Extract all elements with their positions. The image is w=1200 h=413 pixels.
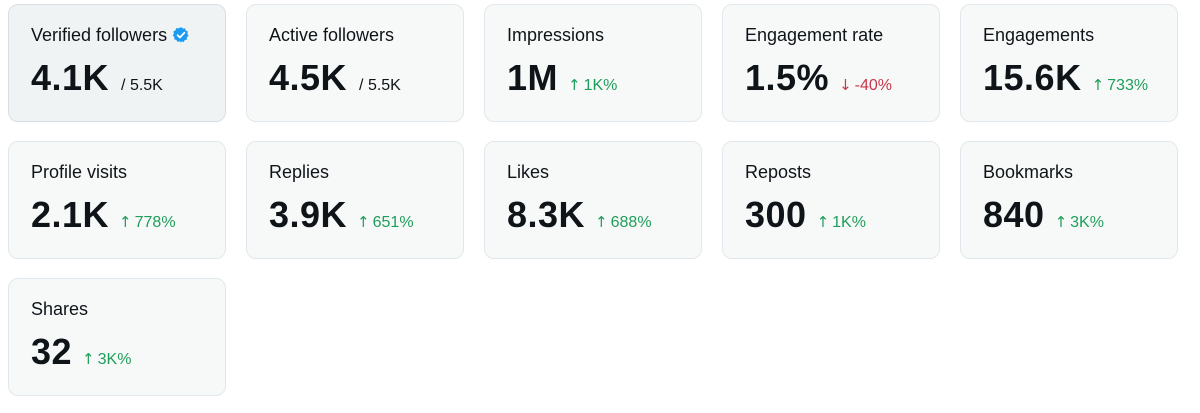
metric-title: Active followers bbox=[269, 24, 395, 45]
metric-value: 4.1K bbox=[31, 57, 110, 98]
arrow-up-icon: ↑ bbox=[1091, 76, 1105, 94]
metric-total: / 5.5K bbox=[359, 77, 401, 94]
metric-value-row: 15.6K ↑ 733% bbox=[983, 57, 1177, 99]
metric-value-row: 1M ↑ 1K% bbox=[507, 57, 701, 99]
metric-card-verified-followers[interactable]: Verified followers 4.1K / 5.5K bbox=[8, 4, 226, 122]
metric-title: Bookmarks bbox=[983, 161, 1074, 182]
metric-value: 840 bbox=[983, 194, 1045, 235]
metric-change-value: 651% bbox=[372, 214, 414, 231]
metric-title: Verified followers bbox=[31, 24, 168, 45]
metric-value-row: 300 ↑ 1K% bbox=[745, 194, 939, 236]
arrow-up-icon: ↑ bbox=[119, 213, 132, 231]
metric-card-title-row: Engagement rate bbox=[745, 23, 939, 47]
metric-card-reposts[interactable]: Reposts 300 ↑ 1K% bbox=[722, 141, 940, 259]
metric-total: / 5.5K bbox=[121, 77, 163, 94]
metric-value: 1.5% bbox=[745, 57, 830, 98]
metric-card-active-followers[interactable]: Active followers 4.5K / 5.5K bbox=[246, 4, 464, 122]
metric-value-row: 4.5K / 5.5K bbox=[269, 57, 463, 99]
metric-title: Replies bbox=[269, 161, 330, 182]
metric-value: 3.9K bbox=[269, 194, 348, 235]
metric-card-title-row: Shares bbox=[31, 297, 225, 321]
metric-change: ↑ 651% bbox=[357, 213, 414, 232]
metrics-grid: Verified followers 4.1K/ 5.5K Active follo… bbox=[8, 4, 1178, 396]
arrow-up-icon: ↑ bbox=[1054, 213, 1068, 231]
metric-value-row: 4.1K / 5.5K bbox=[31, 57, 225, 99]
metric-change: ↑ 3K% bbox=[1055, 213, 1104, 232]
metric-value: 15.6K bbox=[983, 57, 1082, 98]
metric-card-profile-visits[interactable]: Profile visits 2.1K ↑ 778% bbox=[8, 141, 226, 259]
metric-card-bookmarks[interactable]: Bookmarks 840 ↑ 3K% bbox=[960, 141, 1178, 259]
metric-title: Engagement rate bbox=[745, 24, 884, 45]
metric-card-title-row: Impressions bbox=[507, 23, 701, 47]
metric-value: 1M bbox=[507, 57, 559, 98]
metric-title: Shares bbox=[31, 298, 89, 319]
arrow-up-icon: ↑ bbox=[357, 213, 370, 231]
metric-card-title-row: Active followers bbox=[269, 23, 463, 47]
metric-value: 2.1K bbox=[31, 194, 110, 235]
metric-title: Reposts bbox=[745, 161, 812, 182]
metric-value: 32 bbox=[31, 331, 73, 372]
metric-card-title-row: Replies bbox=[269, 160, 463, 184]
metric-change-value: -40% bbox=[854, 77, 892, 94]
arrow-up-icon: ↑ bbox=[82, 350, 95, 368]
metric-change: ↑ 778% bbox=[119, 213, 176, 232]
metric-value-row: 3.9K ↑ 651% bbox=[269, 194, 463, 236]
arrow-up-icon: ↑ bbox=[595, 213, 608, 231]
arrow-up-icon: ↑ bbox=[816, 213, 830, 231]
metric-change: ↑ 3K% bbox=[82, 350, 131, 369]
metric-value-row: 840 ↑ 3K% bbox=[983, 194, 1177, 236]
metric-card-replies[interactable]: Replies 3.9K ↑ 651% bbox=[246, 141, 464, 259]
metric-change: ↓ -40% bbox=[839, 76, 892, 95]
metric-value: 8.3K bbox=[507, 194, 586, 235]
metric-change: ↑ 733% bbox=[1092, 76, 1149, 95]
metric-value: 4.5K bbox=[269, 57, 348, 98]
metric-change-value: 3K% bbox=[1070, 214, 1104, 231]
metric-card-impressions[interactable]: Impressions 1M ↑ 1K% bbox=[484, 4, 702, 122]
arrow-up-icon: ↑ bbox=[568, 76, 581, 94]
metric-change-value: 733% bbox=[1107, 77, 1149, 94]
verified-badge-icon bbox=[172, 26, 190, 44]
metric-change-value: 1K% bbox=[832, 214, 866, 231]
metric-card-title-row: Reposts bbox=[745, 160, 939, 184]
metric-change: ↑ 1K% bbox=[568, 76, 617, 95]
metric-card-title-row: Likes bbox=[507, 160, 701, 184]
metric-card-title-row: Verified followers bbox=[31, 23, 225, 47]
metric-value-row: 8.3K ↑ 688% bbox=[507, 194, 701, 236]
metric-title: Profile visits bbox=[31, 161, 128, 182]
metric-value-row: 1.5% ↓ -40% bbox=[745, 57, 939, 99]
metric-card-title-row: Engagements bbox=[983, 23, 1177, 47]
metric-change: ↑ 1K% bbox=[817, 213, 866, 232]
metric-change-value: 778% bbox=[134, 214, 176, 231]
metric-card-likes[interactable]: Likes 8.3K ↑ 688% bbox=[484, 141, 702, 259]
metric-card-engagement-rate[interactable]: Engagement rate 1.5% ↓ -40% bbox=[722, 4, 940, 122]
metric-change-value: 3K% bbox=[97, 351, 132, 368]
metric-value: 300 bbox=[745, 194, 807, 235]
metric-title: Impressions bbox=[507, 24, 605, 45]
metric-title: Engagements bbox=[983, 24, 1095, 45]
metric-card-title-row: Profile visits bbox=[31, 160, 225, 184]
metric-value-row: 32 ↑ 3K% bbox=[31, 331, 225, 373]
metric-card-shares[interactable]: Shares 32 ↑ 3K% bbox=[8, 278, 226, 396]
metric-title: Likes bbox=[507, 161, 550, 182]
metric-value-row: 2.1K ↑ 778% bbox=[31, 194, 225, 236]
metric-card-engagements[interactable]: Engagements 15.6K ↑ 733% bbox=[960, 4, 1178, 122]
metric-change-value: 688% bbox=[610, 214, 652, 231]
arrow-down-icon: ↓ bbox=[839, 76, 852, 94]
metric-change: ↑ 688% bbox=[595, 213, 652, 232]
metric-change-value: 1K% bbox=[583, 77, 618, 94]
metric-card-title-row: Bookmarks bbox=[983, 160, 1177, 184]
